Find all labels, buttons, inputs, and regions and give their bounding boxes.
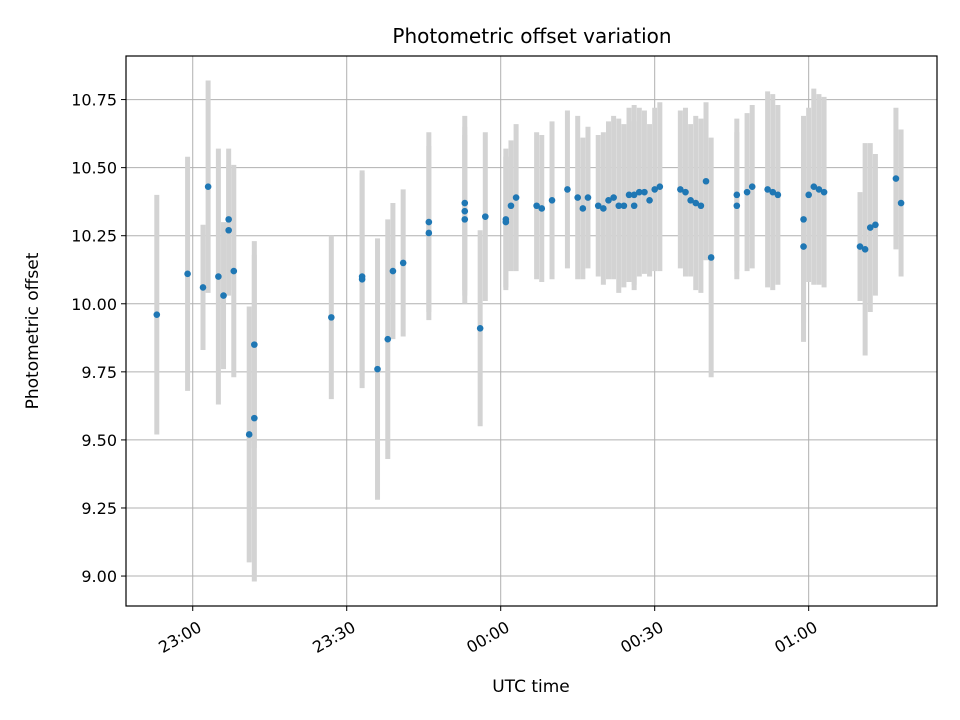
data-point xyxy=(815,186,823,193)
data-points xyxy=(153,175,905,438)
data-point xyxy=(328,314,335,321)
data-point xyxy=(620,202,628,210)
data-point xyxy=(625,191,633,199)
data-point xyxy=(610,194,617,201)
chart-title: Photometric offset variation xyxy=(392,24,671,48)
data-point xyxy=(225,226,232,234)
data-point xyxy=(564,186,571,193)
data-point xyxy=(697,202,705,210)
data-point xyxy=(251,414,258,422)
data-point xyxy=(594,202,602,210)
grid xyxy=(126,56,937,606)
data-point xyxy=(748,183,756,190)
data-point xyxy=(605,197,612,204)
data-point xyxy=(538,205,546,212)
data-point xyxy=(502,218,510,226)
y-tick-label: 10.25 xyxy=(71,227,117,246)
data-point xyxy=(358,275,366,283)
data-point xyxy=(507,202,515,210)
data-point xyxy=(215,273,222,280)
data-point xyxy=(733,191,741,199)
data-point xyxy=(820,188,828,196)
data-point xyxy=(548,197,556,204)
data-point xyxy=(584,194,592,201)
data-point xyxy=(384,335,392,343)
data-point xyxy=(220,292,227,299)
data-point xyxy=(872,221,879,229)
data-point xyxy=(805,191,812,199)
data-point xyxy=(482,213,489,220)
data-point xyxy=(461,216,469,223)
data-point xyxy=(677,186,684,193)
data-point xyxy=(630,202,638,210)
data-point xyxy=(153,311,161,318)
data-point xyxy=(374,365,381,373)
data-point xyxy=(692,199,700,207)
data-point xyxy=(184,270,191,278)
data-point xyxy=(733,202,741,210)
data-point xyxy=(199,284,207,291)
data-point xyxy=(810,183,818,190)
data-point xyxy=(225,216,232,223)
data-point xyxy=(800,243,807,250)
data-point xyxy=(461,199,469,207)
y-tick-label: 9.50 xyxy=(81,431,117,450)
data-point xyxy=(707,254,715,261)
plot-frame xyxy=(125,55,938,607)
data-point xyxy=(389,267,397,275)
data-point xyxy=(651,186,658,193)
data-point xyxy=(251,341,258,348)
x-axis-title: UTC time xyxy=(492,677,570,697)
data-point xyxy=(512,194,520,201)
data-point xyxy=(425,229,433,237)
data-point xyxy=(682,188,689,196)
data-point xyxy=(579,205,587,212)
y-tick-label: 10.75 xyxy=(71,91,117,110)
data-point xyxy=(866,224,874,231)
data-point xyxy=(245,431,253,438)
data-point xyxy=(856,243,864,250)
data-point xyxy=(800,216,807,223)
y-axis: 9.00 9.25 9.50 9.75 10.00 10.25 10.50 10.75 xyxy=(71,91,126,586)
data-point xyxy=(574,194,581,201)
data-point xyxy=(687,197,694,204)
data-point xyxy=(630,191,638,199)
data-point xyxy=(646,197,653,204)
data-point xyxy=(600,205,607,212)
data-point xyxy=(897,199,905,207)
y-tick-label: 10.50 xyxy=(71,159,117,178)
data-point xyxy=(641,188,648,196)
y-tick-label: 9.00 xyxy=(81,567,117,586)
y-tick-label: 9.75 xyxy=(81,363,117,382)
y-axis-title: Photometric offset xyxy=(23,252,43,409)
data-point xyxy=(892,175,900,182)
data-point xyxy=(656,183,664,190)
data-point xyxy=(861,246,869,253)
data-point xyxy=(476,324,484,332)
data-point xyxy=(230,267,238,275)
data-point xyxy=(774,191,782,199)
data-point xyxy=(635,188,643,196)
data-point xyxy=(533,202,540,210)
data-point xyxy=(769,188,777,196)
y-tick-label: 9.25 xyxy=(81,499,117,518)
data-point xyxy=(425,218,433,226)
data-point xyxy=(764,186,771,193)
data-point xyxy=(743,188,751,196)
data-point xyxy=(615,202,623,210)
data-point xyxy=(702,177,710,185)
data-point xyxy=(204,183,212,190)
data-point xyxy=(461,207,469,215)
data-point xyxy=(399,259,407,267)
y-tick-label: 10.00 xyxy=(71,295,117,314)
